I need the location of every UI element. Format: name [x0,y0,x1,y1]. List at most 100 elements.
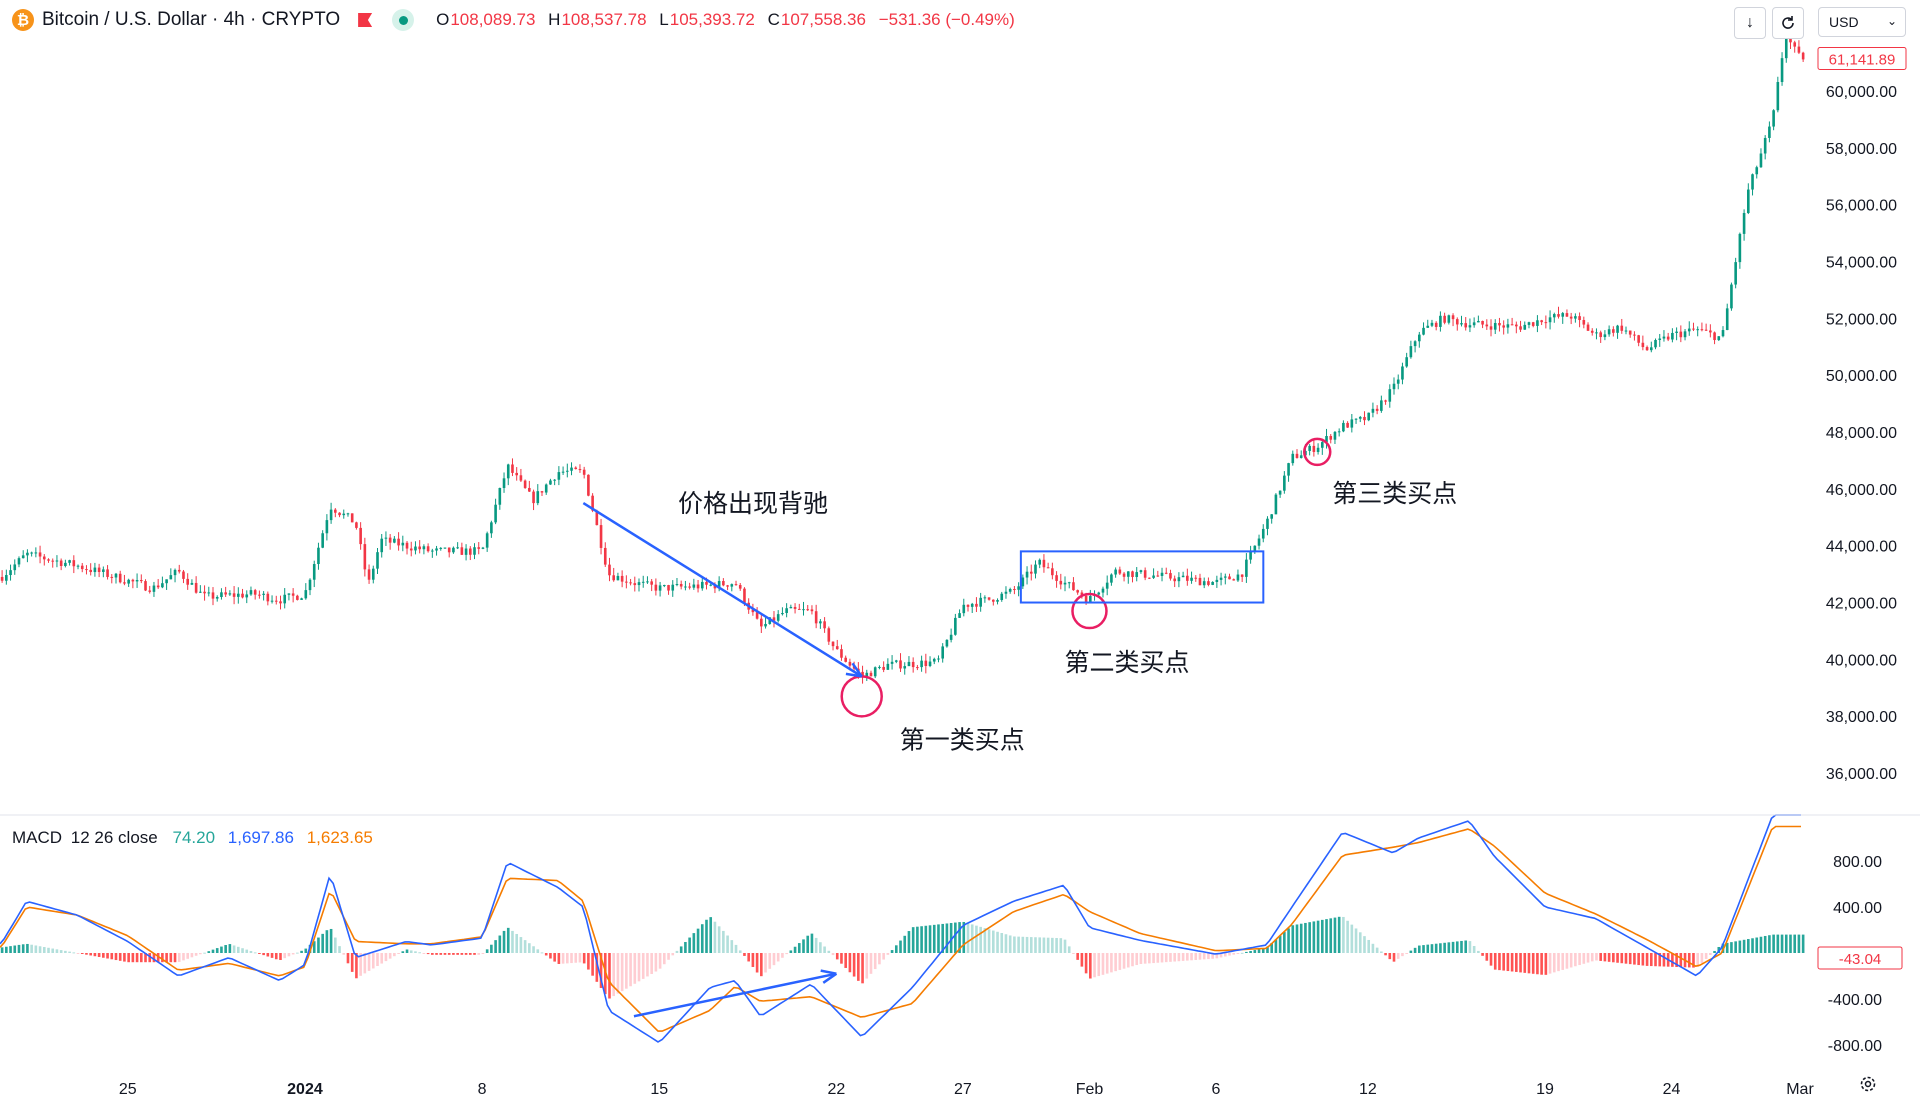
macd-histogram-bar [916,926,919,953]
macd-histogram-bar [346,953,350,964]
candle-body [515,472,518,476]
macd-histogram-bar [165,953,168,963]
candle-body [1713,332,1716,341]
macd-histogram-bar [1249,950,1252,953]
macd-histogram-bar [304,948,308,953]
download-button[interactable]: ↓ [1734,7,1766,39]
macd-histogram-bar [1266,946,1269,953]
candle-body [1186,575,1189,581]
macd-histogram-bar [148,953,152,963]
price-tick-label: 48,000.00 [1826,425,1897,442]
candle-body [1641,342,1645,348]
macd-histogram-bar [1346,920,1349,953]
candle-body [165,579,168,584]
macd-histogram-bar [460,953,464,955]
macd-histogram-bar [1776,934,1780,953]
macd-histogram-bar [253,952,257,954]
candle-body [949,634,953,640]
candle-body [894,660,898,662]
macd-histogram-bar [1793,934,1797,953]
candle-body [1135,572,1139,578]
macd-histogram-bar [1540,953,1543,975]
currency-select[interactable]: USD ⌄ [1818,7,1906,37]
macd-histogram-bar [177,953,181,962]
candle-body [743,588,746,603]
macd-histogram-bar [1409,950,1413,953]
macd-histogram-bar [55,949,59,953]
macd-histogram-bar [1337,916,1341,953]
macd-histogram-bar [1401,953,1404,957]
candle-body [861,671,864,677]
macd-histogram-bar [1628,953,1632,965]
candle-body [346,513,350,515]
flag-icon[interactable] [358,13,373,27]
macd-histogram-bar [110,953,114,960]
macd-histogram-bar [1240,952,1244,954]
candle-body [532,491,535,504]
macd-histogram-bar [819,942,822,953]
candle-body [203,591,206,594]
macd-histogram-bar [42,947,46,953]
macd-histogram-bar [979,926,982,953]
macd-histogram-bar [776,953,780,962]
candle-body [359,527,362,545]
macd-histogram-bar [1426,944,1430,953]
candle-body [34,552,38,554]
macd-histogram-bar [1447,942,1451,953]
candle-body [253,590,257,595]
macd-histogram-bar [258,953,261,954]
candle-body [1599,332,1602,338]
macd-histogram-bar [76,953,80,954]
macd-title[interactable]: MACD [12,828,63,847]
candle-body [810,609,814,612]
macd-histogram-bar [625,953,628,989]
candle-body [152,585,156,592]
macd-histogram-bar [317,937,320,953]
bitcoin-logo-icon: ₿ [12,9,34,31]
macd-histogram-bar [1173,953,1176,962]
candle-body [954,617,957,635]
candle-body [722,581,725,586]
candle-body [481,547,485,549]
macd-histogram-bar [574,953,578,963]
open-value: 108,089.73 [450,10,536,29]
macd-histogram-bar [764,953,767,973]
macd-histogram-bar [30,944,33,953]
candle-body [329,509,333,521]
macd-histogram-bar [1696,953,1700,967]
macd-histogram-bar [93,953,97,957]
macd-histogram-bar [1455,941,1459,953]
market-status-icon[interactable] [392,9,415,31]
candle-body [523,480,527,488]
candle-body [38,552,42,557]
price-tick-label: 38,000.00 [1826,709,1897,726]
macd-histogram-bar [1202,953,1206,960]
macd-histogram-bar [949,923,953,953]
macd-histogram-bar [705,919,708,953]
candle-body [1320,442,1324,448]
macd-histogram-bar [873,953,877,970]
candle-body [928,661,932,666]
reset-chart-button[interactable] [1772,7,1804,39]
candle-body [1337,431,1341,433]
macd-histogram-bar [498,935,502,953]
macd-arrow-head [820,969,838,984]
symbol-title[interactable]: Bitcoin / U.S. Dollar · 4h · CRYPTO [42,9,341,30]
macd-histogram-bar [637,953,641,982]
macd-histogram-bar [13,945,17,953]
macd-histogram-bar [675,950,679,953]
candle-body [1540,320,1543,323]
candle-body [1468,325,1472,328]
candle-body [270,600,274,602]
candle-body [64,562,67,566]
candle-body [1211,581,1214,585]
candle-body [1671,332,1674,340]
candle-body [646,581,649,583]
macd-histogram-bar [355,953,358,979]
candle-body [1063,582,1067,585]
settings-gear-icon[interactable] [1858,1074,1878,1094]
candle-body [776,614,780,621]
